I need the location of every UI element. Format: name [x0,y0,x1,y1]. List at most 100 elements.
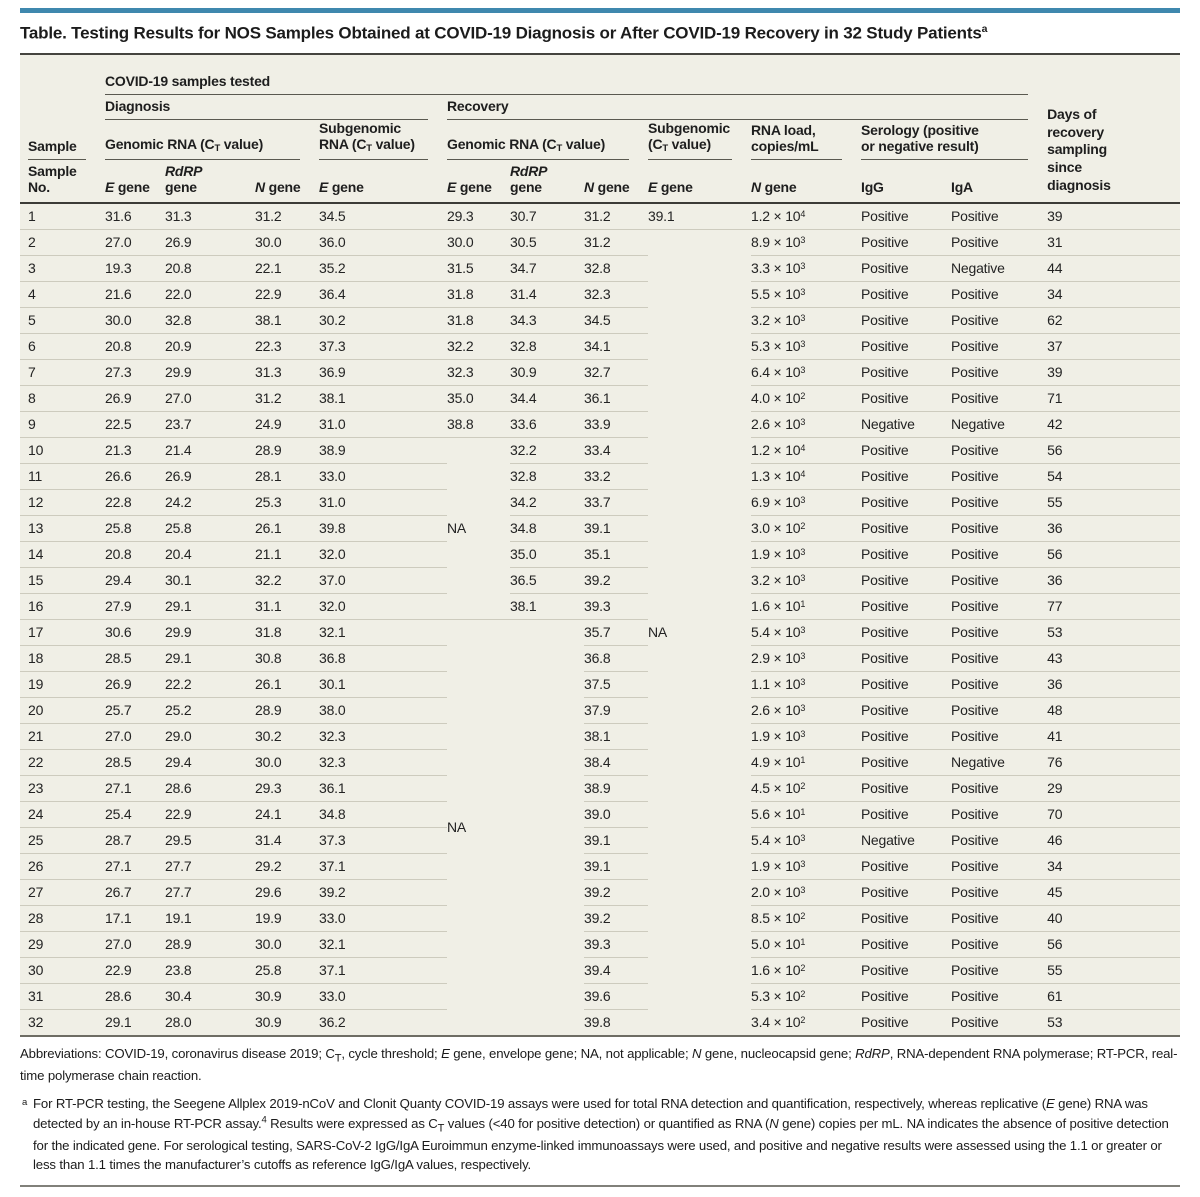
group-diagnosis: Diagnosis [105,95,447,120]
table-cell: 20.8 [105,333,165,360]
header-row-2: Sample Genomic RNA (CT value) Subgenomic RN… [20,120,1180,160]
table-cell: 31.2 [584,202,648,230]
table-cell: 28.5 [105,645,165,672]
table-cell: 29.5 [165,827,255,854]
table-cell: 31.6 [105,202,165,230]
table-cell: Positive [861,983,951,1010]
table-cell: Negative [861,827,951,854]
table-container: COVID-19 samples tested Days of recovery sa… [20,54,1181,1037]
table-row: 12 22.8 24.2 25.3 31.0 34.2 33.7 6.9 × 103 Posit… [20,489,1181,516]
table-cell: 36.0 [319,229,447,256]
table-cell: 37.1 [319,957,447,984]
table-cell: 39.4 [584,957,648,984]
table-cell: 42 [1047,411,1181,438]
table-cell: 38.1 [319,385,447,412]
table-row: 25 28.7 29.5 31.4 37.3 39.1 5.4 × 103 Negative P… [20,827,1181,854]
table-cell: 38.1 [255,307,319,334]
abbreviations-note: Abbreviations: COVID-19, coronavirus dis… [20,1045,1178,1083]
table-cell: 44 [1047,255,1181,282]
table-cell: 22.8 [105,489,165,516]
col-diag-e-gene: E gene [105,159,165,204]
table-cell: 5.4 × 103 [751,619,861,646]
table-cell: 31.0 [319,411,447,438]
table-cell: 32.3 [319,723,447,750]
table-cell: 25.4 [105,801,165,828]
table-cell: Positive [951,541,1048,568]
table-cell: 39.3 [584,931,648,958]
table-cell: 8.9 × 103 [751,229,861,256]
table-cell: 19.9 [255,905,319,932]
table-cell: 39 [1047,359,1181,386]
table-cell: 45 [1047,879,1181,906]
table-cell: Negative [951,411,1048,438]
table-cell: 34.7 [510,255,584,282]
table-cell: 30.0 [447,229,510,256]
table-cell: 33.0 [319,983,447,1010]
table-cell: 31.8 [255,619,319,646]
table-cell: 36.1 [319,775,447,802]
table-cell: Positive [861,619,951,646]
footnote-a-marker: a [22,1097,28,1109]
table-cell: 53 [1047,1013,1063,1030]
table-cell: Positive [861,489,951,516]
table-cell: 25.2 [165,697,255,724]
table-cell: 19.1 [165,905,255,932]
table-cell: 23.8 [165,957,255,984]
table-cell: 28.9 [255,437,319,464]
table-cell: 56 [1047,541,1181,568]
table-cell: 40 [1047,905,1181,932]
sample-no-cell: 20 [20,697,105,724]
table-cell: 5.6 × 101 [751,801,861,828]
table-cell: 1.1 × 103 [751,671,861,698]
table-cell: 32.2 [447,333,510,360]
table-cell: 56 [1047,437,1181,464]
table-cell: 22.9 [165,801,255,828]
table-cell: 39.0 [584,801,648,828]
table-cell: Positive [861,593,951,620]
table-title: Table. Testing Results for NOS Samples O… [20,23,988,43]
table-cell: Negative [861,411,951,438]
header-row-0: COVID-19 samples tested Days of recovery sa… [20,54,1181,204]
table-cell: Positive [861,645,951,672]
table-cell: 19.3 [105,255,165,282]
table-cell: Positive [861,463,951,490]
table-cell: Positive [861,333,951,360]
table-cell: 1.9 × 103 [751,853,861,880]
table-cell: 36.2 [319,1013,346,1030]
table-cell: 36.5 [510,567,584,594]
table-cell: 17.1 [105,905,165,932]
table-cell: Positive [861,567,951,594]
table-cell: 39 [1047,202,1181,230]
table-cell: 36.1 [584,385,648,412]
table-cell: Positive [951,879,1048,906]
sample-no-cell: 6 [20,333,105,360]
table-cell: 33.9 [584,411,648,438]
table-cell: 32.0 [319,593,447,620]
sample-no-cell: 12 [20,489,105,516]
top-accent-bar [20,8,1180,13]
table-cell: 34.4 [510,385,584,412]
table-cell: 23.7 [165,411,255,438]
table-cell: 34 [1047,853,1181,880]
table-row: 3 19.3 20.8 22.1 35.2 31.5 34.7 32.8 3.3 × 103 Po… [20,255,1181,282]
sample-no-cell: 16 [20,593,105,620]
group-diagnosis-genomic-rna: Genomic RNA (CT value) [105,120,319,160]
footnote-a-text: For RT-PCR testing, the Seegene Allplex … [33,1096,1169,1172]
table-row: 30 22.9 23.8 25.8 37.1 39.4 1.6 × 102 Positive P… [20,957,1181,984]
table-cell: 30.8 [255,645,319,672]
table-cell: Positive [861,749,951,776]
table-cell: Positive [861,723,951,750]
table-cell: 21.4 [165,437,255,464]
table-cell: Positive [951,853,1048,880]
table-row: 9 22.5 23.7 24.9 31.0 38.8 33.6 33.9 2.6 × 103 Ne… [20,411,1181,438]
table-cell: 34.5 [319,202,447,230]
sample-no-cell: 31 [20,983,105,1010]
table-cell: 37.3 [319,333,447,360]
sample-no-cell: 22 [20,749,105,776]
table-cell: 1.2 × 104 [751,437,861,464]
table-cell: 55 [1047,489,1181,516]
table-cell: 26.9 [105,385,165,412]
table-row: 16 27.9 29.1 31.1 32.0 38.1 39.3 1.6 × 101 Posit… [20,593,1181,620]
table-cell: 29.9 [165,359,255,386]
table-cell: 1.9 × 103 [751,723,861,750]
